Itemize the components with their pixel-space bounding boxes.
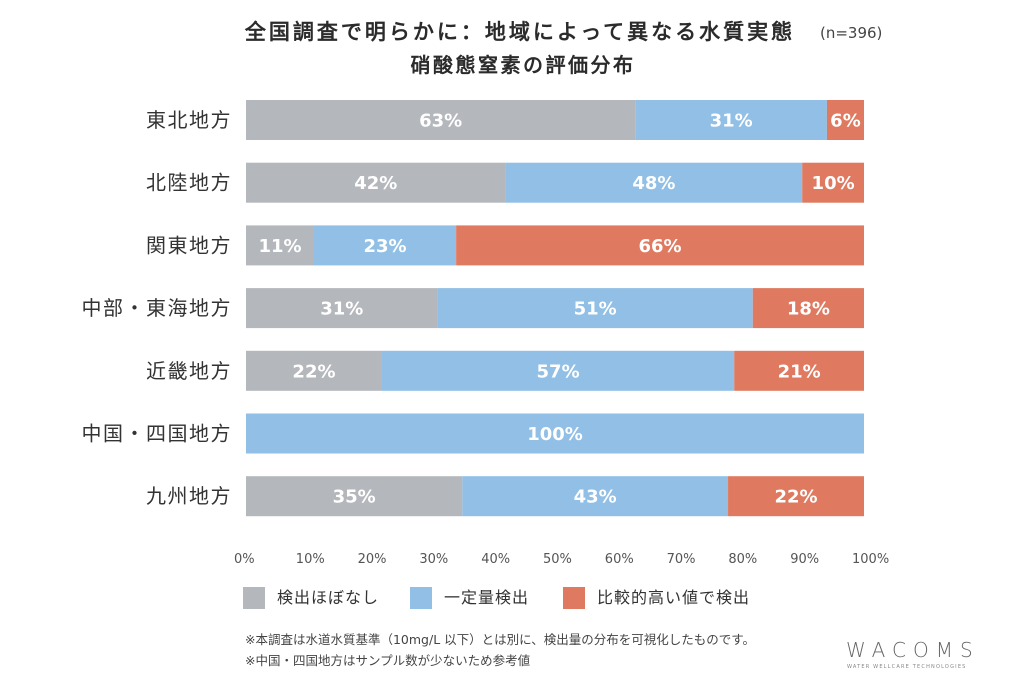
bar-segment-series-1 [505, 162, 803, 203]
category-label: 東北地方 [146, 108, 232, 132]
data-label: 10% [812, 173, 855, 194]
bar-group: 63% 31% 6% 42% 48% 10% 11% 23% 66% 31% 51% 18% 22% 57… [246, 100, 864, 517]
legend-swatch-gray [243, 587, 265, 609]
sample-size-label: (n=396) [820, 24, 883, 42]
bar-segment-series-0 [246, 350, 382, 391]
bar-segment-series-2 [802, 162, 864, 203]
x-tick-label: 50% [543, 552, 572, 567]
bar-segment-series-2 [752, 288, 864, 329]
data-label: 31% [320, 299, 363, 320]
x-tick-label: 60% [605, 552, 634, 567]
x-tick-label: 30% [419, 552, 448, 567]
x-tick-label: 40% [481, 552, 510, 567]
bar-segment-series-2 [826, 100, 864, 140]
x-axis: 0% 10% 20% 30% 40% 50% 60% 70% 80% 90% 100% [234, 552, 889, 567]
data-label: 22% [292, 361, 335, 382]
category-label: 九州地方 [146, 484, 232, 508]
x-tick-label: 70% [667, 552, 696, 567]
footnote: ※中国・四国地方はサンプル数が少ないため参考値 [245, 653, 531, 668]
category-label: 北陸地方 [146, 171, 232, 195]
data-label: 63% [419, 111, 462, 132]
bar-segment-series-1 [635, 100, 827, 140]
data-label: 31% [710, 111, 753, 132]
data-label: 18% [787, 299, 830, 320]
data-label: 35% [333, 487, 376, 508]
bar-segment-series-1 [246, 413, 864, 454]
data-label: 51% [574, 299, 617, 320]
bar-segment-series-1 [437, 288, 753, 329]
x-tick-label: 90% [790, 552, 819, 567]
x-tick-label: 100% [852, 552, 889, 567]
category-label: 関東地方 [146, 233, 232, 257]
data-label: 100% [527, 424, 583, 445]
chart-subtitle: 硝酸態窒素の評価分布 [410, 53, 636, 77]
data-label: 22% [774, 487, 817, 508]
data-label: 48% [632, 173, 675, 194]
data-label: 43% [574, 487, 617, 508]
legend-label: 一定量検出 [444, 588, 530, 607]
bar-segment-series-0 [246, 225, 314, 266]
legend-swatch-red [563, 587, 585, 609]
bar-segment-series-0 [246, 100, 636, 140]
category-label: 中国・四国地方 [82, 422, 233, 446]
x-tick-label: 20% [358, 552, 387, 567]
bar-segment-series-0 [246, 288, 438, 329]
brand-logo: WACOMS [846, 638, 980, 662]
legend-item-some-detected: 一定量検出 [410, 587, 529, 609]
legend-swatch-blue [410, 587, 432, 609]
bar-segment-series-0 [246, 162, 506, 203]
data-label: 42% [354, 173, 397, 194]
data-label: 57% [537, 361, 580, 382]
bar-segment-series-2 [456, 225, 864, 266]
data-label: 11% [258, 236, 301, 257]
data-label: 23% [364, 236, 407, 257]
brand-tagline: WATER WELLCARE TECHNOLOGIES [847, 664, 967, 670]
category-label: 中部・東海地方 [82, 296, 233, 320]
data-label: 6% [830, 111, 861, 132]
bar-segment-series-1 [381, 350, 735, 391]
category-label: 近畿地方 [146, 359, 232, 383]
data-label: 66% [639, 236, 682, 257]
x-tick-label: 10% [296, 552, 325, 567]
bar-segment-series-2 [728, 476, 864, 517]
data-label: 21% [778, 361, 821, 382]
bar-segment-series-0 [246, 476, 463, 517]
bar-segment-series-1 [462, 476, 729, 517]
bar-segment-series-2 [734, 350, 864, 391]
x-tick-label: 80% [728, 552, 757, 567]
chart-title: 全国調査で明らかに：地域によって異なる水質実態 [244, 20, 796, 44]
bar-segment-series-1 [313, 225, 457, 266]
x-tick-label: 0% [234, 552, 255, 567]
footnote: ※本調査は水道水質基準（10mg/L 以下）とは別に、検出量の分布を可視化したも… [245, 632, 756, 647]
legend-label: 検出ほぼなし [277, 588, 380, 607]
legend-item-high-detected: 比較的高い値で検出 [563, 587, 750, 609]
legend-label: 比較的高い値で検出 [597, 588, 751, 607]
legend-item-not-detected: 検出ほぼなし [243, 587, 379, 609]
